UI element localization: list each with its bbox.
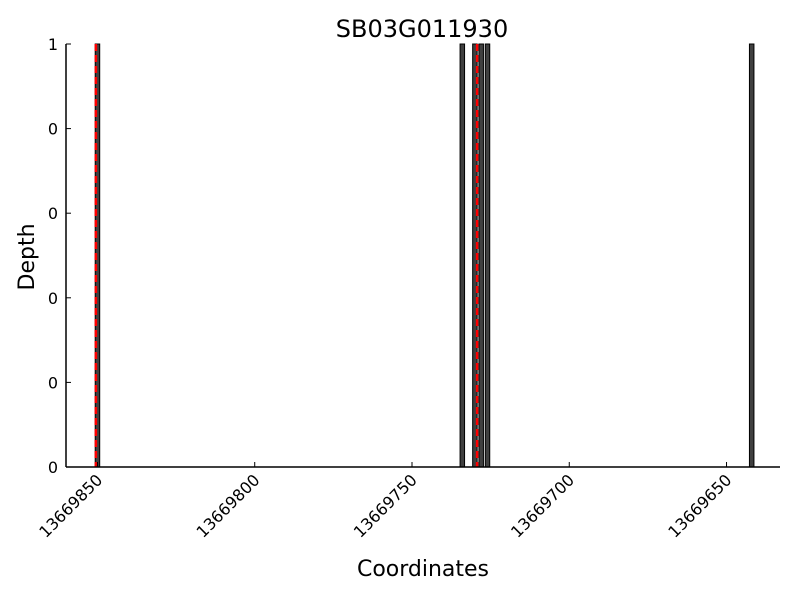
bar-1 <box>459 43 466 468</box>
y-tick-label-5: 1 <box>48 35 58 54</box>
x-tick-label-3: 13669700 <box>507 470 578 541</box>
y-tick-label-3: 0 <box>48 204 58 223</box>
bar-4 <box>484 43 491 468</box>
chart-title: SB03G011930 <box>336 15 508 43</box>
y-tick-label-1: 0 <box>48 373 58 392</box>
bar-5 <box>748 43 755 468</box>
x-axis-title: Coordinates <box>357 557 489 582</box>
bar-3 <box>478 43 484 468</box>
x-tick-label-1: 13669800 <box>193 470 264 541</box>
x-tick-label-4: 13669650 <box>664 470 735 541</box>
y-tick-label-2: 0 <box>48 289 58 308</box>
x-tick-label-0: 13669850 <box>35 470 106 541</box>
y-tick-label-4: 0 <box>48 120 58 139</box>
y-tick-label-0: 0 <box>48 458 58 477</box>
x-tick-label-2: 13669750 <box>350 470 421 541</box>
y-axis-title: Depth <box>15 223 40 290</box>
